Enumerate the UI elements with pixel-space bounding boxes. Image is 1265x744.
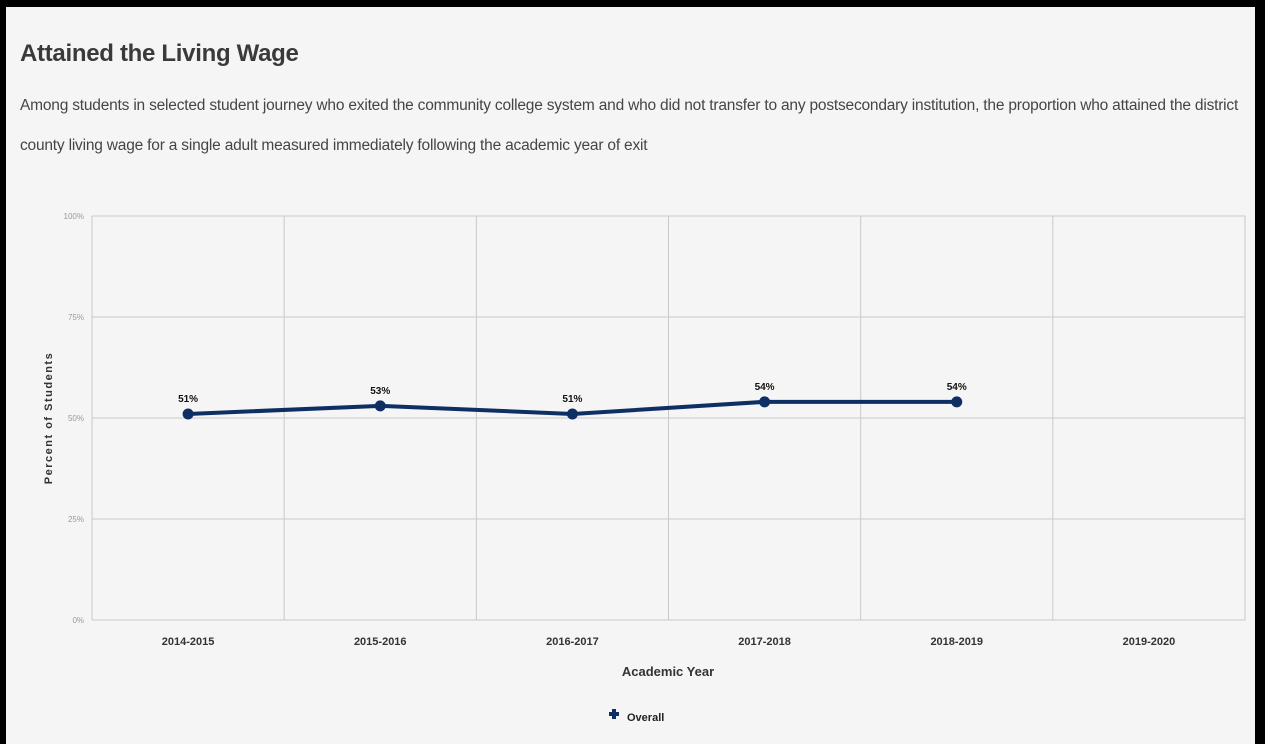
chart-title: Attained the Living Wage [20,40,299,67]
x-tick-label: 2019-2020 [1123,636,1176,648]
series-overall: 51% 53% 51% 54% 54% [178,382,967,420]
chart-description: Among students in selected student journ… [20,97,1239,154]
data-point [374,400,386,412]
x-tick-label: 2016-2017 [546,636,599,648]
chart-grid [91,215,1246,621]
data-label: 53% [370,386,390,397]
data-label: 54% [947,382,967,393]
x-tick-label: 2015-2016 [354,636,407,648]
chart-card [6,7,1255,744]
y-tick-label: 50% [68,414,84,423]
x-axis-ticks: 2014-2015 2015-2016 2016-2017 2017-2018 2018… [162,636,1175,648]
data-point [759,396,771,408]
x-tick-label: 2018-2019 [930,636,983,648]
y-tick-label: 25% [68,515,84,524]
y-tick-label: 75% [68,313,84,322]
data-label: 51% [178,394,198,405]
legend-cross-icon [609,709,619,719]
legend-label-overall: Overall [627,712,664,724]
x-tick-label: 2014-2015 [162,636,215,648]
data-point [951,396,963,408]
y-axis-ticks: 0% 25% 50% 75% 100% [64,212,84,625]
y-axis-title: Percent of Students [43,352,55,484]
data-point [566,408,578,420]
data-point [182,408,194,420]
legend[interactable]: Overall [609,709,664,724]
y-tick-label: 0% [72,616,84,625]
data-label: 54% [755,382,775,393]
data-label: 51% [562,394,582,405]
x-axis-title: Academic Year [622,664,714,679]
x-tick-label: 2017-2018 [738,636,791,648]
y-tick-label: 100% [64,212,84,221]
